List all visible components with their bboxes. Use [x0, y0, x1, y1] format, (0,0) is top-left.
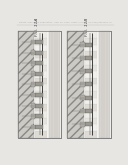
Bar — [35, 104, 43, 108]
FancyBboxPatch shape — [80, 42, 85, 47]
Bar — [35, 118, 47, 124]
Bar — [35, 125, 43, 129]
Bar — [85, 124, 97, 131]
FancyBboxPatch shape — [80, 56, 85, 60]
Bar — [67, 31, 111, 138]
Bar — [18, 31, 61, 138]
Bar — [85, 71, 97, 78]
Bar — [47, 31, 49, 138]
Bar — [85, 82, 92, 86]
Text: Patent Application Publication   Feb. 10, 2000  Sheet 1 of 11   US 2000/0000000 : Patent Application Publication Feb. 10, … — [19, 21, 112, 23]
Bar — [35, 31, 47, 38]
FancyBboxPatch shape — [80, 109, 85, 113]
Bar — [85, 38, 97, 45]
Bar — [67, 31, 111, 138]
Bar — [85, 56, 92, 60]
Bar — [35, 71, 47, 78]
Bar — [35, 84, 47, 91]
Bar — [35, 61, 43, 65]
Bar — [35, 91, 47, 98]
Bar — [85, 69, 92, 73]
Bar — [35, 51, 47, 58]
Bar — [85, 118, 97, 124]
FancyBboxPatch shape — [31, 82, 35, 87]
Bar — [85, 43, 92, 47]
Bar — [85, 31, 97, 38]
Bar — [35, 111, 47, 118]
FancyBboxPatch shape — [31, 103, 35, 108]
Bar — [67, 31, 84, 138]
FancyBboxPatch shape — [31, 114, 35, 119]
FancyBboxPatch shape — [31, 93, 35, 98]
Bar — [85, 96, 92, 100]
Bar — [18, 31, 34, 138]
FancyBboxPatch shape — [80, 82, 85, 87]
Bar — [85, 84, 97, 91]
Bar — [85, 111, 97, 118]
Bar — [85, 104, 97, 111]
Bar — [85, 98, 97, 104]
Text: FIG. 11A: FIG. 11A — [35, 17, 39, 36]
Bar — [18, 31, 61, 138]
Bar — [35, 65, 47, 71]
Bar — [34, 31, 35, 138]
Bar — [97, 31, 99, 138]
Bar — [85, 131, 97, 138]
Bar — [35, 104, 47, 111]
FancyBboxPatch shape — [31, 50, 35, 55]
Text: FIG. 11B: FIG. 11B — [85, 17, 89, 36]
Bar — [85, 122, 92, 126]
FancyBboxPatch shape — [80, 69, 85, 74]
FancyBboxPatch shape — [31, 71, 35, 76]
Bar — [49, 31, 60, 138]
Bar — [35, 45, 47, 51]
Bar — [85, 109, 92, 113]
Bar — [35, 131, 47, 138]
FancyBboxPatch shape — [31, 40, 35, 44]
Bar — [35, 82, 43, 86]
Bar — [35, 78, 47, 84]
Bar — [85, 45, 97, 51]
Bar — [35, 114, 43, 118]
Bar — [35, 98, 47, 104]
FancyBboxPatch shape — [31, 61, 35, 66]
Bar — [85, 51, 97, 58]
Bar — [35, 38, 47, 45]
Bar — [84, 31, 85, 138]
Bar — [35, 58, 47, 65]
Bar — [85, 91, 97, 98]
Bar — [85, 65, 97, 71]
Bar — [35, 124, 47, 131]
Bar — [35, 40, 43, 44]
Bar — [35, 51, 43, 55]
Bar — [35, 93, 43, 97]
Bar — [99, 31, 110, 138]
FancyBboxPatch shape — [80, 95, 85, 100]
FancyBboxPatch shape — [80, 122, 85, 127]
Bar — [85, 58, 97, 65]
FancyBboxPatch shape — [31, 125, 35, 129]
Bar — [85, 78, 97, 84]
Bar — [35, 72, 43, 76]
